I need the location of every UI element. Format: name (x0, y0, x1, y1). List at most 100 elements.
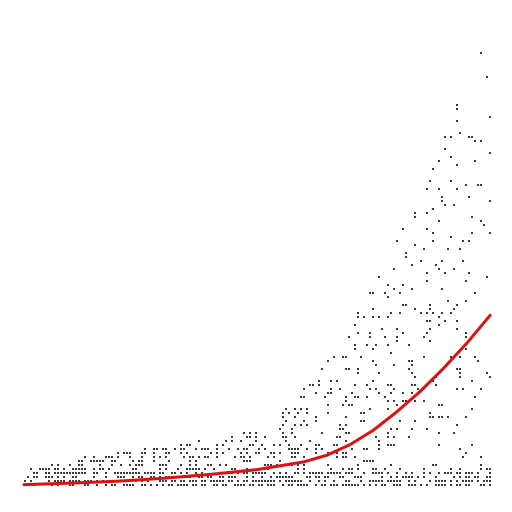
scatter-point (69, 464, 71, 466)
scatter-point (486, 372, 488, 374)
scatter-point (108, 468, 110, 470)
scatter-point (360, 480, 362, 482)
scatter-point (105, 484, 107, 486)
scatter-point (339, 436, 341, 438)
scatter-point (450, 180, 452, 182)
scatter-point (105, 456, 107, 458)
scatter-point (444, 272, 446, 274)
scatter-point (165, 464, 167, 466)
scatter-point (294, 456, 296, 458)
scatter-point (393, 288, 395, 290)
scatter-point (333, 444, 335, 446)
scatter-point (288, 448, 290, 450)
scatter-point (150, 484, 152, 486)
scatter-point (327, 392, 329, 394)
scatter-point (348, 484, 350, 486)
scatter-point (84, 484, 86, 486)
scatter-point (390, 464, 392, 466)
scatter-point (348, 480, 350, 482)
scatter-point (486, 76, 488, 78)
scatter-point (192, 484, 194, 486)
scatter-point (159, 468, 161, 470)
scatter-point (90, 460, 92, 462)
scatter-point (243, 484, 245, 486)
scatter-point (78, 472, 80, 474)
scatter-point (462, 388, 464, 390)
scatter-point (450, 312, 452, 314)
scatter-point (378, 316, 380, 318)
scatter-point (387, 432, 389, 434)
scatter-point (186, 472, 188, 474)
scatter-point (435, 476, 437, 478)
scatter-point (99, 460, 101, 462)
scatter-point (414, 420, 416, 422)
scatter-point (93, 456, 95, 458)
scatter-point (261, 476, 263, 478)
scatter-point (150, 472, 152, 474)
scatter-point (351, 392, 353, 394)
scatter-point (72, 476, 74, 478)
scatter-point (387, 384, 389, 386)
scatter-point (291, 484, 293, 486)
scatter-point (450, 472, 452, 474)
scatter-point (432, 380, 434, 382)
scatter-point (249, 456, 251, 458)
scatter-point (372, 316, 374, 318)
scatter-point (396, 476, 398, 478)
scatter-point (156, 484, 158, 486)
scatter-point (75, 476, 77, 478)
scatter-point (438, 472, 440, 474)
scatter-point (438, 324, 440, 326)
scatter-point (336, 484, 338, 486)
scatter-point (252, 476, 254, 478)
scatter-point (459, 356, 461, 358)
scatter-point (120, 472, 122, 474)
scatter-point (489, 232, 491, 234)
scatter-point (396, 240, 398, 242)
scatter-point (129, 464, 131, 466)
scatter-point (360, 412, 362, 414)
scatter-point (336, 452, 338, 454)
scatter-point (207, 464, 209, 466)
scatter-point (102, 468, 104, 470)
scatter-point (300, 484, 302, 486)
scatter-point (321, 368, 323, 370)
scatter-point (315, 392, 317, 394)
scatter-point (456, 108, 458, 110)
fit-line (22, 313, 492, 487)
scatter-point (279, 480, 281, 482)
scatter-point (327, 412, 329, 414)
scatter-point (162, 480, 164, 482)
scatter-point (351, 484, 353, 486)
scatter-point (435, 264, 437, 266)
scatter-point (462, 260, 464, 262)
scatter-point (279, 460, 281, 462)
scatter-point (189, 464, 191, 466)
scatter-point (465, 480, 467, 482)
scatter-point (291, 480, 293, 482)
scatter-point (372, 348, 374, 350)
scatter-point (345, 424, 347, 426)
scatter-point (393, 484, 395, 486)
scatter-point (141, 476, 143, 478)
scatter-point (213, 480, 215, 482)
scatter-point (81, 460, 83, 462)
scatter-point (48, 472, 50, 474)
scatter-point (489, 476, 491, 478)
scatter-point (348, 336, 350, 338)
scatter-point (357, 464, 359, 466)
scatter-point (426, 332, 428, 334)
scatter-point (435, 384, 437, 386)
scatter-point (207, 476, 209, 478)
scatter-point (456, 188, 458, 190)
scatter-point (345, 416, 347, 418)
scatter-point (216, 484, 218, 486)
scatter-point (435, 464, 437, 466)
scatter-point (489, 472, 491, 474)
scatter-point (471, 380, 473, 382)
scatter-point (411, 364, 413, 366)
scatter-point (336, 380, 338, 382)
scatter-point (474, 140, 476, 142)
scatter-point (447, 416, 449, 418)
scatter-point (180, 464, 182, 466)
